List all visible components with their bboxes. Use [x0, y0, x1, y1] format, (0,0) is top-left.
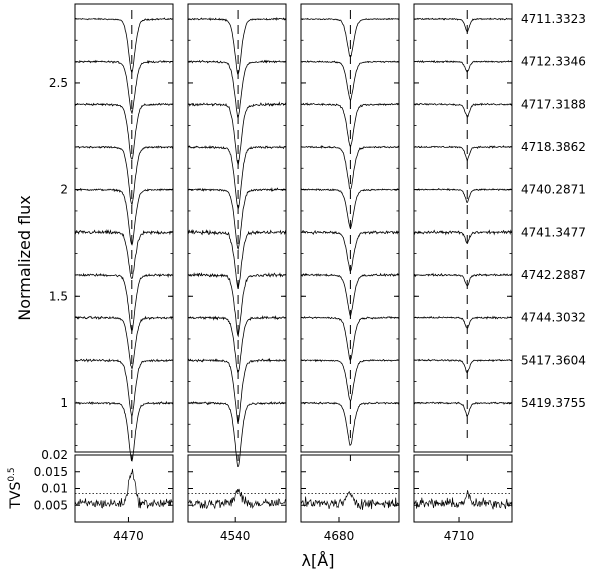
tvs-y-tick-label: 0.01: [41, 482, 68, 496]
date-label: 4717.3188: [521, 97, 586, 111]
spectrum-line: [413, 59, 513, 73]
spectrum-line: [300, 145, 400, 190]
tvs-curve: [187, 488, 287, 510]
panel-frame-1: [187, 3, 287, 453]
tvs-curve: [300, 490, 400, 510]
spectrum-line: [413, 272, 513, 287]
spectrum-line: [300, 272, 400, 317]
y-tick-label: 2.5: [49, 76, 68, 90]
x-tick-label: 4680: [324, 529, 355, 543]
date-label: 4718.3862: [521, 140, 586, 154]
date-label: 4740.2871: [521, 183, 586, 197]
spectrum-line: [300, 229, 400, 272]
spectrum-line: [300, 401, 400, 447]
spectrum-line: [300, 102, 400, 148]
spectrum-line: [300, 316, 400, 361]
spectrum-line: [74, 315, 174, 371]
spectrum-line: [187, 101, 287, 165]
spectrum-line: [300, 358, 400, 402]
spectrum-line: [74, 400, 174, 462]
tvs-y-tick-label: 0.02: [41, 448, 68, 462]
date-label: 4711.3323: [521, 12, 586, 26]
tvs-frame-2: [300, 454, 400, 523]
x-tick-label: 4470: [113, 529, 144, 543]
y-tick-label: 1: [60, 396, 68, 410]
axis-labels: Normalized flux λ[Å] TVS0.5: [7, 195, 334, 570]
tvs-label-superscript: 0.5: [7, 467, 17, 481]
y-tick-label: 2: [60, 183, 68, 197]
spectrum-line: [74, 187, 174, 246]
spectrum-line: [414, 102, 513, 118]
spectrum-line: [300, 17, 400, 58]
spectrum-line: [187, 357, 287, 423]
tvs-frame-0: [74, 454, 174, 523]
spectrum-line: [414, 315, 513, 329]
spectrum-line: [74, 59, 174, 115]
spectrum-line: [413, 358, 513, 374]
tvs-frame-3: [413, 454, 513, 523]
date-label: 4712.3346: [521, 55, 586, 69]
x-axis-label: λ[Å]: [302, 551, 335, 570]
tvs-panels: 4470 4540 4680 4710 0.005 0.01 0.015 0.02: [34, 448, 513, 543]
spectrum-line: [74, 358, 174, 417]
x-tick-label: 4540: [220, 529, 251, 543]
tvs-curve: [413, 490, 513, 510]
tvs-y-tick-label: 0.005: [34, 498, 68, 512]
spectrum-line: [187, 229, 287, 290]
spectrum-line: [187, 187, 287, 251]
spectrum-line: [187, 145, 287, 210]
spectrum-line: [187, 401, 286, 467]
tvs-label-text: TVS: [8, 482, 24, 510]
spectrum-line: [413, 188, 513, 204]
panel-frame-0: [74, 3, 174, 453]
spectrum-line: [74, 102, 174, 160]
spectrum-line: [74, 229, 174, 279]
spectrum-line: [413, 229, 513, 244]
spectrum-line: [413, 145, 513, 163]
x-tick-label: 4710: [444, 529, 475, 543]
spectrum-line: [300, 188, 400, 230]
main-panels: 1 1.5 2 2.5 4711.3323 4712.3346 4717.3188 4718.…: [49, 3, 586, 467]
y-axis-label: Normalized flux: [15, 195, 34, 321]
spectrum-line: [74, 17, 174, 74]
tvs-frame-1: [187, 454, 287, 523]
panel-frame-3: [413, 3, 513, 453]
spectrum-line: [74, 272, 174, 332]
spectrum-line: [74, 145, 174, 206]
date-label: 5419.3755: [521, 396, 586, 410]
date-label: 4744.3032: [521, 311, 586, 325]
spectrum-line: [187, 315, 287, 373]
date-label: 4742.2887: [521, 268, 586, 282]
spectrum-line: [187, 17, 287, 75]
spectrum-line: [187, 59, 287, 118]
spectrum-line: [413, 401, 513, 417]
date-label: 5417.3604: [521, 353, 586, 367]
tvs-axis-label: TVS0.5: [7, 467, 24, 509]
spectrum-line: [300, 60, 400, 102]
y-tick-label: 1.5: [49, 289, 68, 303]
panel-frame-2: [300, 3, 400, 453]
date-label: 4741.3477: [521, 225, 586, 239]
tvs-y-tick-label: 0.015: [34, 465, 68, 479]
spectrum-line: [413, 17, 513, 34]
spectrum-line: [187, 272, 287, 338]
tvs-curve: [74, 468, 174, 509]
